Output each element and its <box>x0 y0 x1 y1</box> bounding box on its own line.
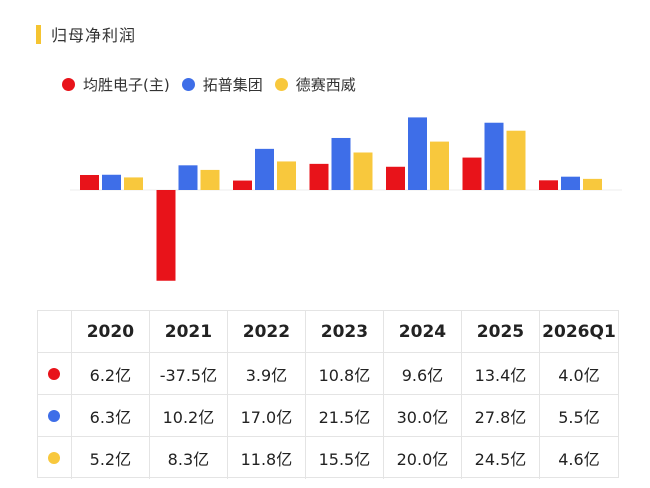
row-series-marker-cell <box>38 395 72 436</box>
bar-2021-series-2 <box>178 165 198 190</box>
table-cell: 5.2亿 <box>72 437 150 479</box>
bar-2026Q1-series-3 <box>583 178 602 190</box>
row-series-marker-cell <box>38 437 72 479</box>
chart-title: 归母净利润 <box>51 26 137 45</box>
legend-item-desay: 德赛西威 <box>274 74 356 95</box>
chart-header: 归母净利润 <box>36 22 136 46</box>
table-cell: 20.0亿 <box>384 437 462 479</box>
table-cell: 9.6亿 <box>384 353 462 394</box>
data-table: 2020 2021 2022 2023 2024 2025 2026Q1 6.2亿 -37.5亿… <box>37 310 619 479</box>
table-cell: 10.2亿 <box>150 395 228 436</box>
table-cell: 6.3亿 <box>72 395 150 436</box>
table-cell: 3.9亿 <box>228 353 306 394</box>
bar-chart <box>70 117 622 281</box>
bar-2025-series-2 <box>484 122 504 190</box>
table-corner-cell <box>38 311 72 352</box>
legend-dot-desay <box>274 78 288 91</box>
table-header-cell: 2024 <box>384 311 462 352</box>
row-series-dot-icon <box>48 452 61 464</box>
bar-2024-series-1 <box>386 166 405 190</box>
table-cell: 10.8亿 <box>306 353 384 394</box>
bar-2022-series-2 <box>255 148 274 190</box>
table-header-cell: 2021 <box>150 311 228 352</box>
table-cell: 27.8亿 <box>462 395 540 436</box>
bar-2023-series-2 <box>331 137 351 190</box>
row-series-dot-icon <box>48 409 61 422</box>
legend-item-tuopu: 拓普集团 <box>181 74 263 95</box>
table-row: 6.3亿 10.2亿 17.0亿 21.5亿 30.0亿 27.8亿 5.5亿 <box>38 395 618 437</box>
bar-2021-series-3 <box>200 169 220 190</box>
legend-label-tuopu: 拓普集团 <box>202 76 263 94</box>
table-cell: 24.5亿 <box>462 437 540 479</box>
legend-dot-junsheng <box>62 78 75 91</box>
legend-label-desay: 德赛西威 <box>295 76 356 94</box>
table-row: 6.2亿 -37.5亿 3.9亿 10.8亿 9.6亿 13.4亿 4.0亿 <box>38 353 618 395</box>
bar-2025-series-1 <box>462 157 482 190</box>
title-accent-bar <box>36 24 41 44</box>
table-cell: 4.6亿 <box>558 450 600 469</box>
bar-2022-series-1 <box>233 180 252 190</box>
table-cell: 30.0亿 <box>384 395 462 436</box>
bar-2023-series-1 <box>309 163 329 190</box>
table-cell: 5.5亿 <box>558 407 600 427</box>
legend-item-junsheng: 均胜电子(主) <box>62 74 170 95</box>
bar-2020-series-3 <box>124 177 143 190</box>
table-header-cell: 2026Q1 <box>542 321 616 342</box>
table-header-cell: 2025 <box>462 311 540 352</box>
table-row: 5.2亿 8.3亿 11.8亿 15.5亿 20.0亿 24.5亿 4.6亿 <box>38 437 618 479</box>
bar-2025-series-3 <box>506 130 526 190</box>
table-header-cell: 2022 <box>228 311 306 352</box>
bar-2024-series-3 <box>430 141 449 190</box>
row-series-marker-cell <box>38 353 72 394</box>
table-cell: 8.3亿 <box>150 437 228 479</box>
legend: 均胜电子(主) 拓普集团 德赛西威 <box>62 74 368 95</box>
row-series-dot-icon <box>48 367 61 380</box>
table-cell: -37.5亿 <box>150 353 228 394</box>
table-cell: 21.5亿 <box>306 395 384 436</box>
table-cell: 4.0亿 <box>558 365 600 385</box>
bar-2026Q1-series-2 <box>561 176 580 190</box>
bar-2021-series-1 <box>156 190 176 281</box>
bar-2023-series-3 <box>353 152 373 190</box>
table-header-cell: 2020 <box>72 311 150 352</box>
bar-2020-series-2 <box>102 174 121 190</box>
bar-2026Q1-series-1 <box>539 180 558 190</box>
table-cell: 13.4亿 <box>462 353 540 394</box>
bar-2022-series-3 <box>277 161 296 190</box>
table-header-row: 2020 2021 2022 2023 2024 2025 2026Q1 <box>38 311 618 353</box>
table-cell: 6.2亿 <box>72 353 150 394</box>
bar-2020-series-1 <box>80 174 99 190</box>
bar-2024-series-2 <box>408 117 427 190</box>
table-cell: 17.0亿 <box>228 395 306 436</box>
table-header-cell: 2023 <box>306 311 384 352</box>
table-cell: 11.8亿 <box>228 437 306 479</box>
table-cell: 15.5亿 <box>306 437 384 479</box>
legend-label-junsheng: 均胜电子(主) <box>83 76 170 94</box>
legend-dot-tuopu <box>181 78 195 91</box>
